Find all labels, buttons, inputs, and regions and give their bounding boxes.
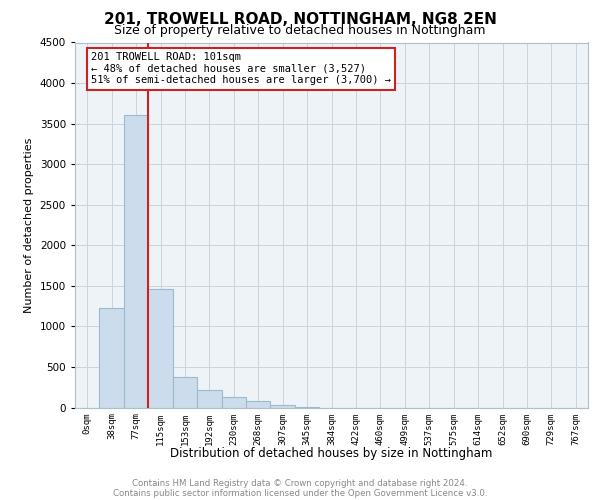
- X-axis label: Distribution of detached houses by size in Nottingham: Distribution of detached houses by size …: [170, 448, 493, 460]
- Bar: [246, 401, 271, 407]
- Bar: [173, 376, 197, 408]
- Text: 201, TROWELL ROAD, NOTTINGHAM, NG8 2EN: 201, TROWELL ROAD, NOTTINGHAM, NG8 2EN: [104, 12, 496, 28]
- Bar: [148, 289, 173, 408]
- Text: 201 TROWELL ROAD: 101sqm
← 48% of detached houses are smaller (3,527)
51% of sem: 201 TROWELL ROAD: 101sqm ← 48% of detach…: [91, 52, 391, 86]
- Text: Contains HM Land Registry data © Crown copyright and database right 2024.: Contains HM Land Registry data © Crown c…: [132, 478, 468, 488]
- Y-axis label: Number of detached properties: Number of detached properties: [24, 138, 34, 312]
- Bar: [124, 116, 148, 408]
- Text: Size of property relative to detached houses in Nottingham: Size of property relative to detached ho…: [114, 24, 486, 37]
- Text: Contains public sector information licensed under the Open Government Licence v3: Contains public sector information licen…: [113, 488, 487, 498]
- Bar: [221, 397, 246, 407]
- Bar: [295, 406, 319, 408]
- Bar: [100, 308, 124, 408]
- Bar: [197, 390, 221, 407]
- Bar: [271, 405, 295, 407]
